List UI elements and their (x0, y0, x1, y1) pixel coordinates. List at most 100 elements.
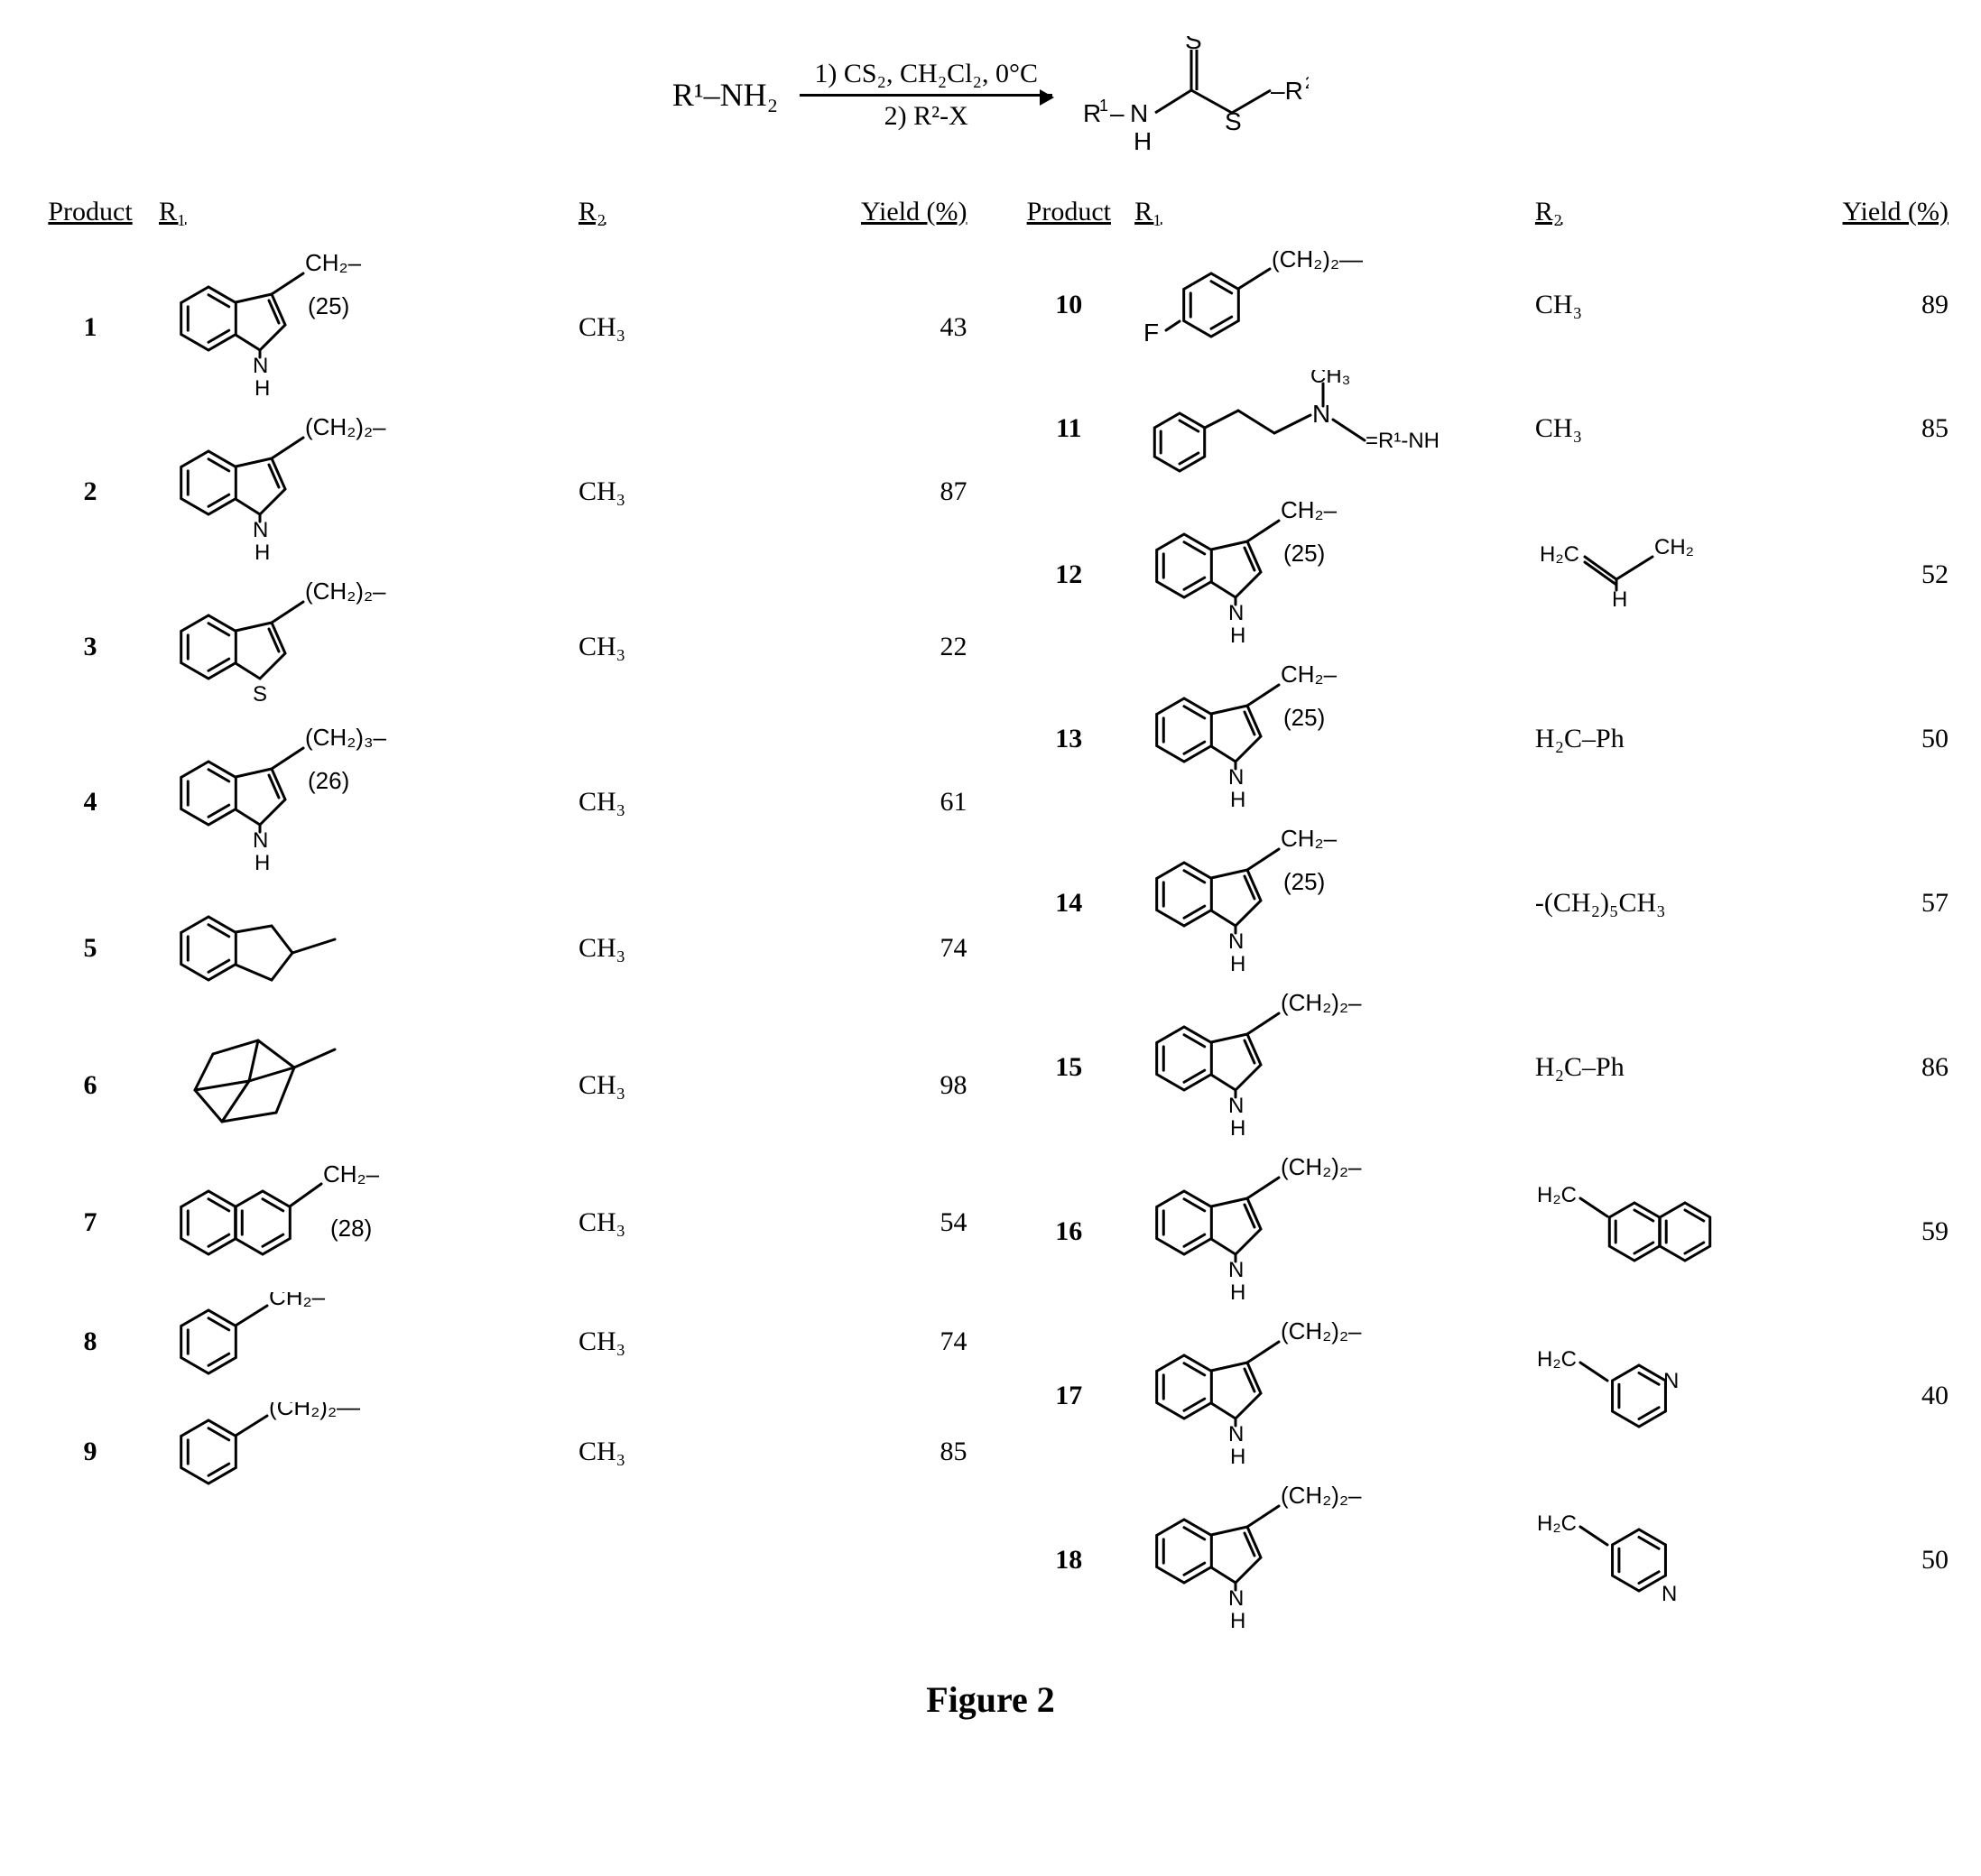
svg-text:(25): (25) (1283, 540, 1325, 567)
product-number: 9 (27, 1397, 153, 1507)
yield-value: 85 (835, 1397, 973, 1507)
svg-text:H: H (1230, 1609, 1245, 1633)
r2-group: CH₃ (573, 410, 835, 574)
figure-caption: Figure 2 (27, 1678, 1954, 1721)
table-row: 6 CH₃98 (27, 1012, 973, 1159)
table-row: 14 NHCH₂–(25)-(CH₂)₅CH₃57 (1009, 821, 1955, 985)
svg-text:CH₂–: CH₂– (269, 1292, 326, 1310)
svg-text:CH₂–: CH₂– (1281, 662, 1338, 688)
r1-structure: NH(CH₂)₃–(26) (153, 720, 573, 884)
yield-value: 43 (835, 245, 973, 410)
svg-text:N: N (1130, 99, 1148, 127)
table-row: 12 NHCH₂–(25) H₂C CH₂H52 (1009, 493, 1955, 657)
r2-group: H₂C–Ph (1530, 657, 1823, 821)
svg-text:S: S (253, 682, 267, 707)
r1-structure: NHCH₂–(25) (1129, 821, 1530, 985)
product-number: 8 (27, 1287, 153, 1397)
r1-structure (153, 1012, 573, 1159)
r2-group: CH₃ (573, 574, 835, 720)
r1-structure: NH(CH₂)₂– (1129, 1150, 1530, 1314)
svg-text:(25): (25) (308, 292, 349, 319)
r1-structure: F (CH₂)₂— (1129, 245, 1530, 365)
r1-structure: NHCH₂–(25) (153, 245, 573, 410)
svg-text:(CH₂)₂–: (CH₂)₂– (1281, 991, 1362, 1016)
product-number: 18 (1009, 1478, 1130, 1642)
yield-value: 98 (835, 1012, 973, 1159)
svg-text:H₂C: H₂C (1540, 542, 1579, 567)
conditions-top: 1) CS₂, CH₂Cl₂, 0°C (814, 58, 1038, 90)
svg-text:(25): (25) (1283, 704, 1325, 731)
svg-text:(CH₂)₂–: (CH₂)₂– (1281, 1319, 1362, 1345)
table-row: 2 NH(CH₂)₂–CH₃87 (27, 410, 973, 574)
table-row: 16 NH(CH₂)₂– H₂C59 (1009, 1150, 1955, 1314)
r2-group: H₂CN (1530, 1314, 1823, 1478)
yield-value: 61 (835, 720, 973, 884)
svg-text:(CH₂)₂—: (CH₂)₂— (1272, 251, 1363, 273)
svg-text:H₂C: H₂C (1537, 1511, 1577, 1536)
svg-text:H: H (1134, 127, 1152, 153)
svg-text:(CH₂)₃–: (CH₂)₃– (305, 725, 387, 751)
svg-text:H: H (1230, 1280, 1245, 1305)
reaction-scheme: R¹–NH₂ 1) CS₂, CH₂Cl₂, 0°C 2) R²-X R1 – … (27, 36, 1954, 153)
r1-structure: NCH₃=R¹-NH (1129, 365, 1530, 493)
yield-value: 74 (835, 1287, 973, 1397)
yield-value: 85 (1822, 365, 1954, 493)
r2-group: CH₃ (573, 1397, 835, 1507)
r2-group: H₂C–Ph (1530, 985, 1823, 1150)
r2-group: CH₃ (573, 1287, 835, 1397)
r2-group: H₂C N (1530, 1478, 1823, 1642)
col-r1: R₁ (153, 189, 573, 245)
yield-value: 50 (1822, 1478, 1954, 1642)
svg-text:CH₃: CH₃ (1310, 370, 1350, 388)
yield-value: 87 (835, 410, 973, 574)
r1-structure: NH(CH₂)₂– (1129, 1314, 1530, 1478)
table-row: 13 NHCH₂–(25)H₂C–Ph50 (1009, 657, 1955, 821)
table-row: 17 NH(CH₂)₂– H₂CN40 (1009, 1314, 1955, 1478)
col-r2: R₂ (573, 189, 835, 245)
svg-text:H₂C: H₂C (1537, 1183, 1577, 1207)
svg-text:N: N (1662, 1582, 1677, 1606)
svg-text:CH₂–: CH₂– (323, 1164, 380, 1188)
svg-text:CH₂–: CH₂– (1281, 498, 1338, 523)
yield-value: 86 (1822, 985, 1954, 1150)
product-number: 12 (1009, 493, 1130, 657)
svg-text:F: F (1143, 319, 1159, 347)
r1-structure: (CH₂)₂— (153, 1397, 573, 1507)
svg-text:(25): (25) (1283, 868, 1325, 895)
svg-text:(28): (28) (330, 1215, 372, 1242)
table-row: 9 (CH₂)₂—CH₃85 (27, 1397, 973, 1507)
svg-text:1: 1 (1099, 97, 1108, 115)
product-number: 10 (1009, 245, 1130, 365)
svg-text:H: H (255, 541, 270, 565)
svg-text:CH₂–: CH₂– (1281, 827, 1338, 852)
svg-text:H: H (1612, 587, 1627, 612)
table-row: 18 N H (CH₂)₂– H₂C N50 (1009, 1478, 1955, 1642)
product-number: 11 (1009, 365, 1130, 493)
yield-value: 22 (835, 574, 973, 720)
yield-value: 52 (1822, 493, 1954, 657)
r2-group: CH₃ (1530, 365, 1823, 493)
svg-text:(CH₂)₂–: (CH₂)₂– (1281, 1155, 1362, 1180)
r1-structure: S(CH₂)₂– (153, 574, 573, 720)
yield-value: 59 (1822, 1150, 1954, 1314)
svg-text:H: H (1230, 624, 1245, 648)
product-number: 5 (27, 884, 153, 1012)
svg-text:H: H (1230, 788, 1245, 812)
table-row: 11 NCH₃=R¹-NHCH₃85 (1009, 365, 1955, 493)
table-row: 7 CH₂–(28)CH₃54 (27, 1159, 973, 1287)
table-row: 8 CH₂– CH₃74 (27, 1287, 973, 1397)
r2-group: CH₃ (573, 245, 835, 410)
svg-text:–R: –R (1271, 77, 1303, 105)
svg-text:H₂C: H₂C (1537, 1347, 1577, 1372)
svg-text:–: – (1110, 99, 1125, 127)
yield-value: 40 (1822, 1314, 1954, 1478)
col-yield: Yield (%) (835, 189, 973, 245)
product-number: 3 (27, 574, 153, 720)
r1-structure: CH₂– (28) (153, 1159, 573, 1287)
starting-material: R¹–NH₂ (672, 76, 778, 114)
svg-text:H: H (1230, 952, 1245, 976)
reaction-arrow: 1) CS₂, CH₂Cl₂, 0°C 2) R²-X (800, 58, 1052, 133)
svg-text:(CH₂)₂–: (CH₂)₂– (1281, 1483, 1362, 1509)
product-number: 13 (1009, 657, 1130, 821)
svg-text:H: H (1230, 1445, 1245, 1469)
